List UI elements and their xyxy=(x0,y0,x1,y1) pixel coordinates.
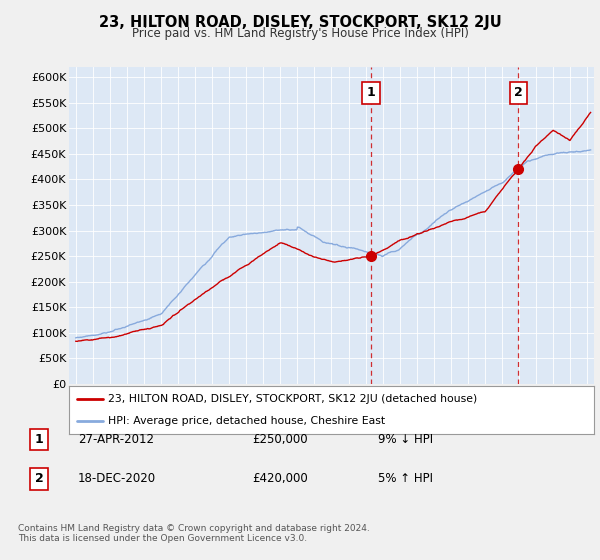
Text: 27-APR-2012: 27-APR-2012 xyxy=(78,433,154,446)
Text: 18-DEC-2020: 18-DEC-2020 xyxy=(78,472,156,486)
Text: Price paid vs. HM Land Registry's House Price Index (HPI): Price paid vs. HM Land Registry's House … xyxy=(131,27,469,40)
Text: 2: 2 xyxy=(35,472,43,486)
Text: 23, HILTON ROAD, DISLEY, STOCKPORT, SK12 2JU (detached house): 23, HILTON ROAD, DISLEY, STOCKPORT, SK12… xyxy=(109,394,478,404)
Text: £420,000: £420,000 xyxy=(252,472,308,486)
Text: 2: 2 xyxy=(514,86,523,99)
Text: 1: 1 xyxy=(367,86,376,99)
Text: HPI: Average price, detached house, Cheshire East: HPI: Average price, detached house, Ches… xyxy=(109,416,386,426)
Text: 5% ↑ HPI: 5% ↑ HPI xyxy=(378,472,433,486)
Text: 9% ↓ HPI: 9% ↓ HPI xyxy=(378,433,433,446)
Text: £250,000: £250,000 xyxy=(252,433,308,446)
Text: 23, HILTON ROAD, DISLEY, STOCKPORT, SK12 2JU: 23, HILTON ROAD, DISLEY, STOCKPORT, SK12… xyxy=(98,15,502,30)
Text: Contains HM Land Registry data © Crown copyright and database right 2024.
This d: Contains HM Land Registry data © Crown c… xyxy=(18,524,370,543)
Text: 1: 1 xyxy=(35,433,43,446)
